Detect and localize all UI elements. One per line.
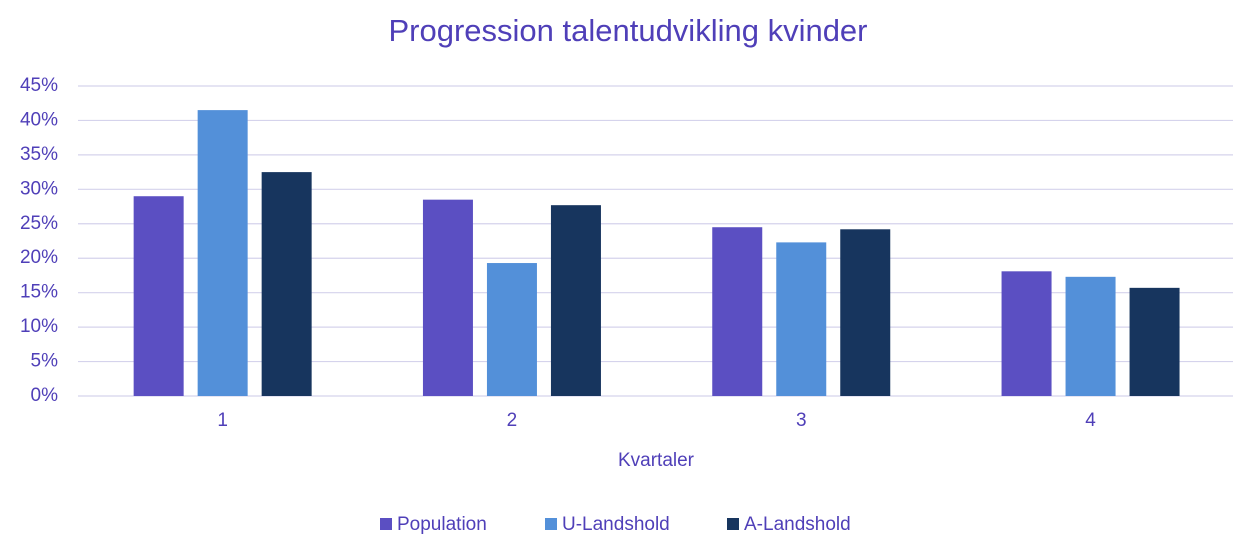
y-tick-label: 45% — [20, 75, 58, 96]
bar — [712, 227, 763, 396]
y-tick-label: 0% — [31, 385, 59, 406]
bar — [133, 196, 184, 396]
y-tick-label: 20% — [20, 247, 58, 268]
bar — [1001, 271, 1052, 396]
legend-label: U-Landshold — [562, 514, 670, 535]
x-tick-label: 1 — [217, 410, 228, 431]
y-tick-label: 15% — [20, 282, 58, 303]
bar — [422, 199, 473, 396]
legend-label: Population — [397, 514, 487, 535]
y-tick-label: 10% — [20, 316, 58, 337]
x-tick-label: 4 — [1085, 410, 1096, 431]
chart-title: Progression talentudvikling kvinder — [388, 13, 867, 48]
x-axis-label: Kvartaler — [618, 450, 695, 471]
y-tick-label: 5% — [31, 351, 59, 372]
bar — [1065, 276, 1116, 396]
x-tick-label: 3 — [796, 410, 807, 431]
y-tick-label: 40% — [20, 109, 58, 130]
bar — [261, 172, 312, 396]
bar — [486, 263, 537, 396]
bar — [840, 229, 891, 396]
x-tick-label: 2 — [507, 410, 518, 431]
legend-label: A-Landshold — [744, 514, 851, 535]
bar — [1129, 287, 1180, 396]
bar — [776, 242, 827, 396]
y-tick-label: 35% — [20, 144, 58, 165]
legend-swatch — [545, 518, 557, 530]
legend-swatch — [727, 518, 739, 530]
bar — [550, 205, 601, 396]
legend-swatch — [380, 518, 392, 530]
y-tick-label: 25% — [20, 213, 58, 234]
bar — [197, 110, 248, 396]
y-tick-label: 30% — [20, 178, 58, 199]
